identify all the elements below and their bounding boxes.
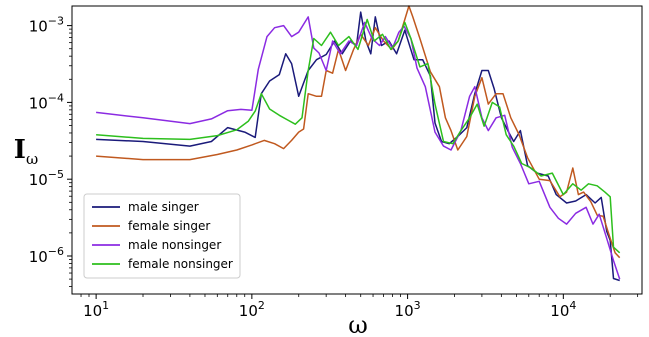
tick-layer: 101 102 103 104 10−6 10−5 10−4 10−3 [29,15,639,320]
legend-box [83,193,241,279]
legend: male singer female singer male nonsinger fe… [83,193,241,279]
legend-label-2: male nonsinger [128,238,221,252]
y-tick-label: 10−3 [29,15,64,36]
x-tick-label: 104 [550,299,576,320]
legend-label-1: female singer [128,219,210,233]
plot-frame [71,5,643,295]
x-tick-label: 103 [395,299,421,320]
x-tick-label: 101 [83,299,109,320]
y-tick-label: 10−5 [29,168,64,189]
y-axis-title: Iω [14,135,38,168]
x-tick-label: 102 [239,299,265,320]
y-tick-label: 10−6 [29,245,64,266]
y-axis-title-sub: ω [26,150,38,168]
series-line-3 [96,18,621,254]
legend-label-0: male singer [128,200,199,214]
series-layer [96,5,621,282]
y-axis-title-main: I [14,135,26,165]
series-line-0 [96,11,620,282]
y-tick-label: 10−4 [29,91,64,112]
x-axis-title: ω [348,311,368,337]
legend-label-3: female nonsinger [128,257,233,271]
